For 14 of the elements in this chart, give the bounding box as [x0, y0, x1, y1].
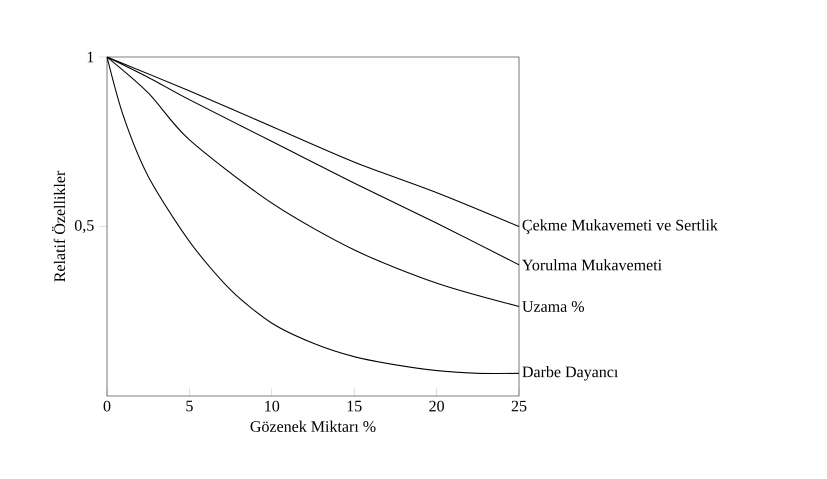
x-axis-title: Gözenek Miktarı % [250, 420, 376, 432]
y-tick-label: 0,5 [74, 220, 94, 234]
x-tick-label: 20 [429, 400, 444, 412]
y-tick-label: 1 [88, 52, 94, 62]
x-tick-label: 0 [104, 400, 110, 412]
series-label: Yorulma Mukavemeti [522, 259, 662, 270]
x-tick-label: 5 [186, 400, 193, 412]
x-tick-label: 10 [265, 400, 280, 412]
series-label: Darbe Dayancı [522, 366, 618, 381]
series-label: Uzama % [522, 301, 584, 312]
y-axis-title: Relatif Özellikler [52, 170, 66, 282]
series-label: Çekme Mukavemeti ve Sertlik [522, 219, 718, 234]
x-tick-label: 15 [348, 400, 362, 412]
x-tick-label: 25 [512, 400, 526, 412]
